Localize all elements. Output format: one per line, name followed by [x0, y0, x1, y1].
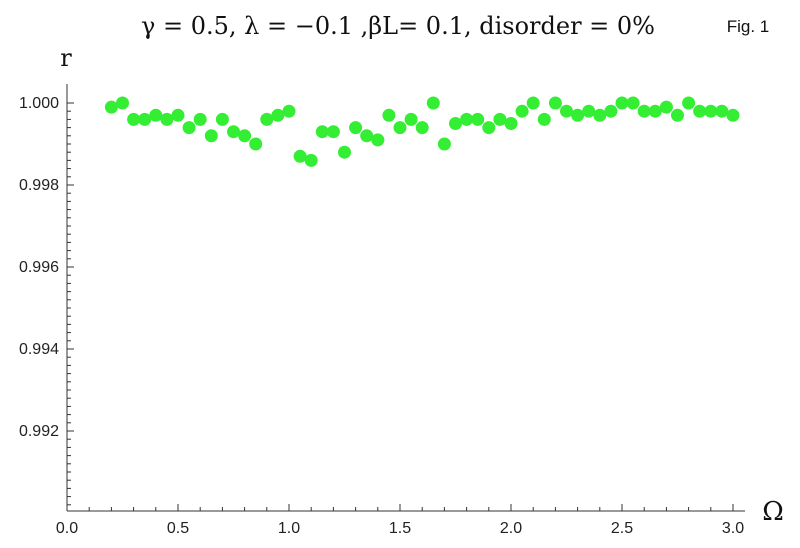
- data-point: [671, 108, 684, 122]
- y-tick-label: 0.996: [19, 259, 59, 276]
- data-point: [293, 149, 307, 163]
- data-point: [393, 121, 407, 135]
- x-tick-label: 1.0: [278, 520, 300, 537]
- y-ticks: 0.992 0.994 0.996 0.998 1.000: [19, 95, 74, 506]
- data-point: [560, 104, 573, 118]
- data-point: [182, 121, 196, 135]
- data-point: [548, 96, 562, 110]
- data-point: [582, 104, 596, 118]
- data-point: [715, 104, 729, 118]
- data-point: [315, 125, 329, 139]
- x-tick-label: 0.5: [167, 520, 189, 537]
- x-tick-label: 0.0: [56, 520, 78, 537]
- data-point: [149, 108, 163, 122]
- chart-title: γ = 0.5, λ = −0.1 ,βL= 0.1, disorder = 0…: [141, 12, 655, 40]
- data-point: [282, 104, 296, 118]
- x-tick-label: 1.5: [389, 520, 411, 537]
- data-points: [104, 96, 740, 167]
- data-point: [471, 112, 485, 126]
- data-point: [504, 117, 518, 130]
- data-point: [104, 100, 118, 114]
- data-point: [682, 96, 696, 110]
- data-point: [116, 96, 129, 110]
- data-point: [238, 129, 252, 143]
- data-point: [338, 145, 351, 159]
- y-axis-label: r: [60, 44, 72, 72]
- x-tick-label: 2.5: [611, 520, 633, 537]
- data-point: [482, 121, 496, 135]
- data-point: [537, 112, 551, 126]
- data-point: [260, 112, 274, 126]
- data-point: [271, 108, 285, 122]
- data-point: [693, 104, 707, 118]
- data-point: [349, 121, 363, 135]
- data-point: [426, 96, 440, 110]
- data-point: [571, 108, 585, 122]
- data-point: [593, 108, 607, 122]
- figure-label: Fig. 1: [727, 17, 770, 36]
- data-point: [193, 112, 207, 126]
- data-point: [215, 112, 229, 126]
- data-point: [615, 96, 629, 110]
- data-point: [249, 137, 263, 151]
- data-point: [204, 129, 218, 143]
- data-point: [637, 104, 651, 118]
- y-tick-label: 0.998: [19, 177, 59, 194]
- data-point: [437, 137, 451, 151]
- x-ticks: 0.0 0.5 1.0 1.5 2.0 2.5 3.0: [56, 504, 744, 537]
- data-point: [704, 104, 718, 118]
- data-point: [160, 112, 174, 126]
- data-point: [493, 112, 507, 126]
- data-point: [382, 108, 396, 122]
- data-point: [449, 117, 462, 130]
- data-point: [127, 112, 141, 126]
- data-point: [415, 121, 429, 135]
- data-point: [171, 108, 185, 122]
- data-point: [726, 108, 740, 122]
- x-axis-label: Ω: [762, 497, 784, 527]
- x-tick-label: 2.0: [500, 520, 522, 537]
- data-point: [360, 129, 374, 143]
- data-point: [304, 153, 318, 167]
- data-point: [659, 100, 673, 114]
- y-tick-label: 0.994: [19, 341, 59, 358]
- data-point: [326, 125, 340, 139]
- data-point: [526, 96, 540, 110]
- y-tick-label: 0.992: [19, 423, 59, 440]
- data-point: [404, 112, 418, 126]
- data-point: [138, 112, 152, 126]
- data-point: [371, 133, 385, 147]
- x-tick-label: 3.0: [722, 520, 744, 537]
- y-tick-label: 1.000: [19, 95, 59, 112]
- data-point: [648, 104, 662, 118]
- data-point: [604, 104, 618, 118]
- data-point: [626, 96, 640, 110]
- data-point: [227, 125, 240, 139]
- data-point: [460, 112, 474, 126]
- data-point: [515, 104, 529, 118]
